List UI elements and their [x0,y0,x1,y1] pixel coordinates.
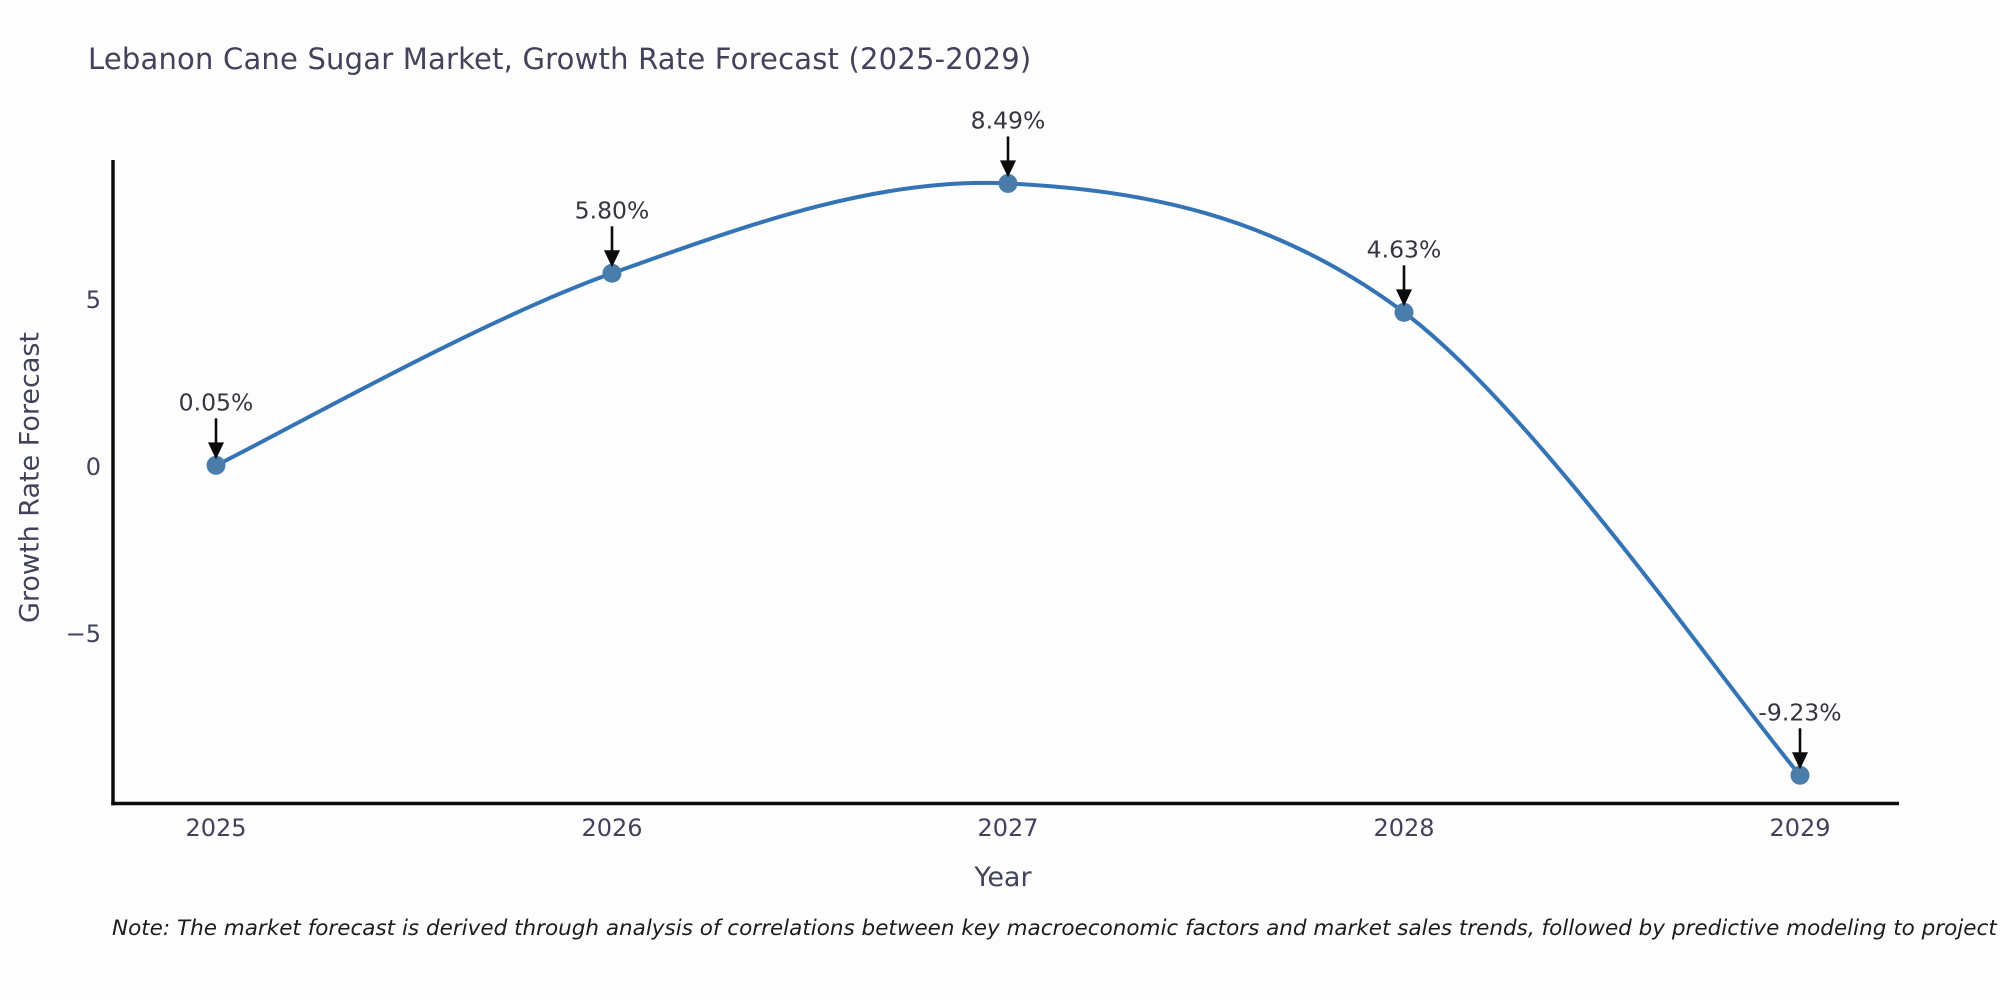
y-tick-label: 5 [86,286,101,314]
annotation-arrow-head [1792,752,1808,770]
trend-line [214,180,1802,778]
data-point-marker [998,173,1018,193]
data-point-marker [206,455,226,475]
data-point-marker [602,263,622,283]
data-point-marker [1790,765,1810,785]
annotation-arrow-head [1396,289,1412,307]
annotation-arrow-head [604,250,620,268]
annotation-label: 5.80% [575,196,650,224]
annotation-arrow-head [1000,160,1016,178]
x-tick-label: 2026 [581,814,642,842]
footnote: Note: The market forecast is derived thr… [112,916,2000,941]
annotation-label: 4.63% [1367,235,1442,263]
annotation-arrow-head [208,442,224,460]
y-tick-label: 0 [86,453,101,481]
chart-title: Lebanon Cane Sugar Market, Growth Rate F… [88,42,1032,76]
data-point-marker [1394,302,1414,322]
x-tick-label: 2027 [977,814,1038,842]
annotation-label: -9.23% [1758,698,1841,726]
x-tick-label: 2025 [185,814,246,842]
annotation-label: 0.05% [179,388,254,416]
annotation-label: 8.49% [971,106,1046,134]
y-tick-label: −5 [66,620,101,648]
x-tick-label: 2028 [1373,814,1434,842]
x-tick-label: 2029 [1769,814,1830,842]
x-axis-title: Year [974,862,1032,893]
